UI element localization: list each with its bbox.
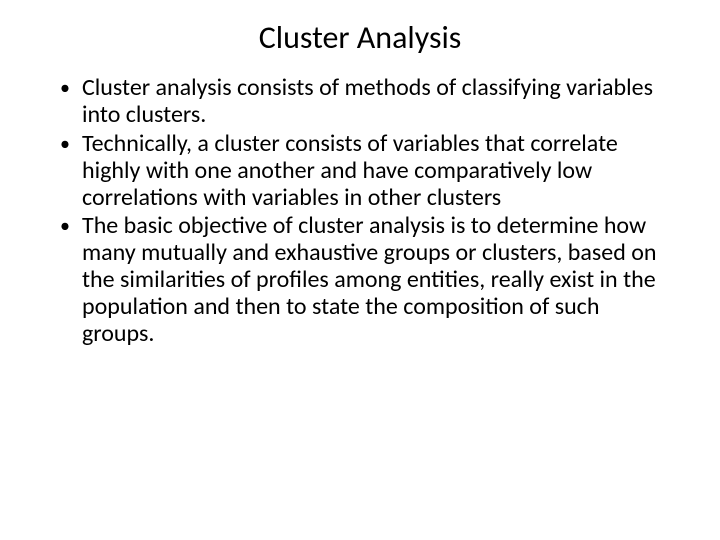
bullet-item: Cluster analysis consists of methods of … [60,75,670,129]
bullet-item: Technically, a cluster consists of varia… [60,131,670,212]
slide: Cluster Analysis Cluster analysis consis… [0,0,720,540]
bullet-item: The basic objective of cluster analysis … [60,213,670,347]
slide-title: Cluster Analysis [40,18,680,57]
bullet-list: Cluster analysis consists of methods of … [40,75,680,348]
